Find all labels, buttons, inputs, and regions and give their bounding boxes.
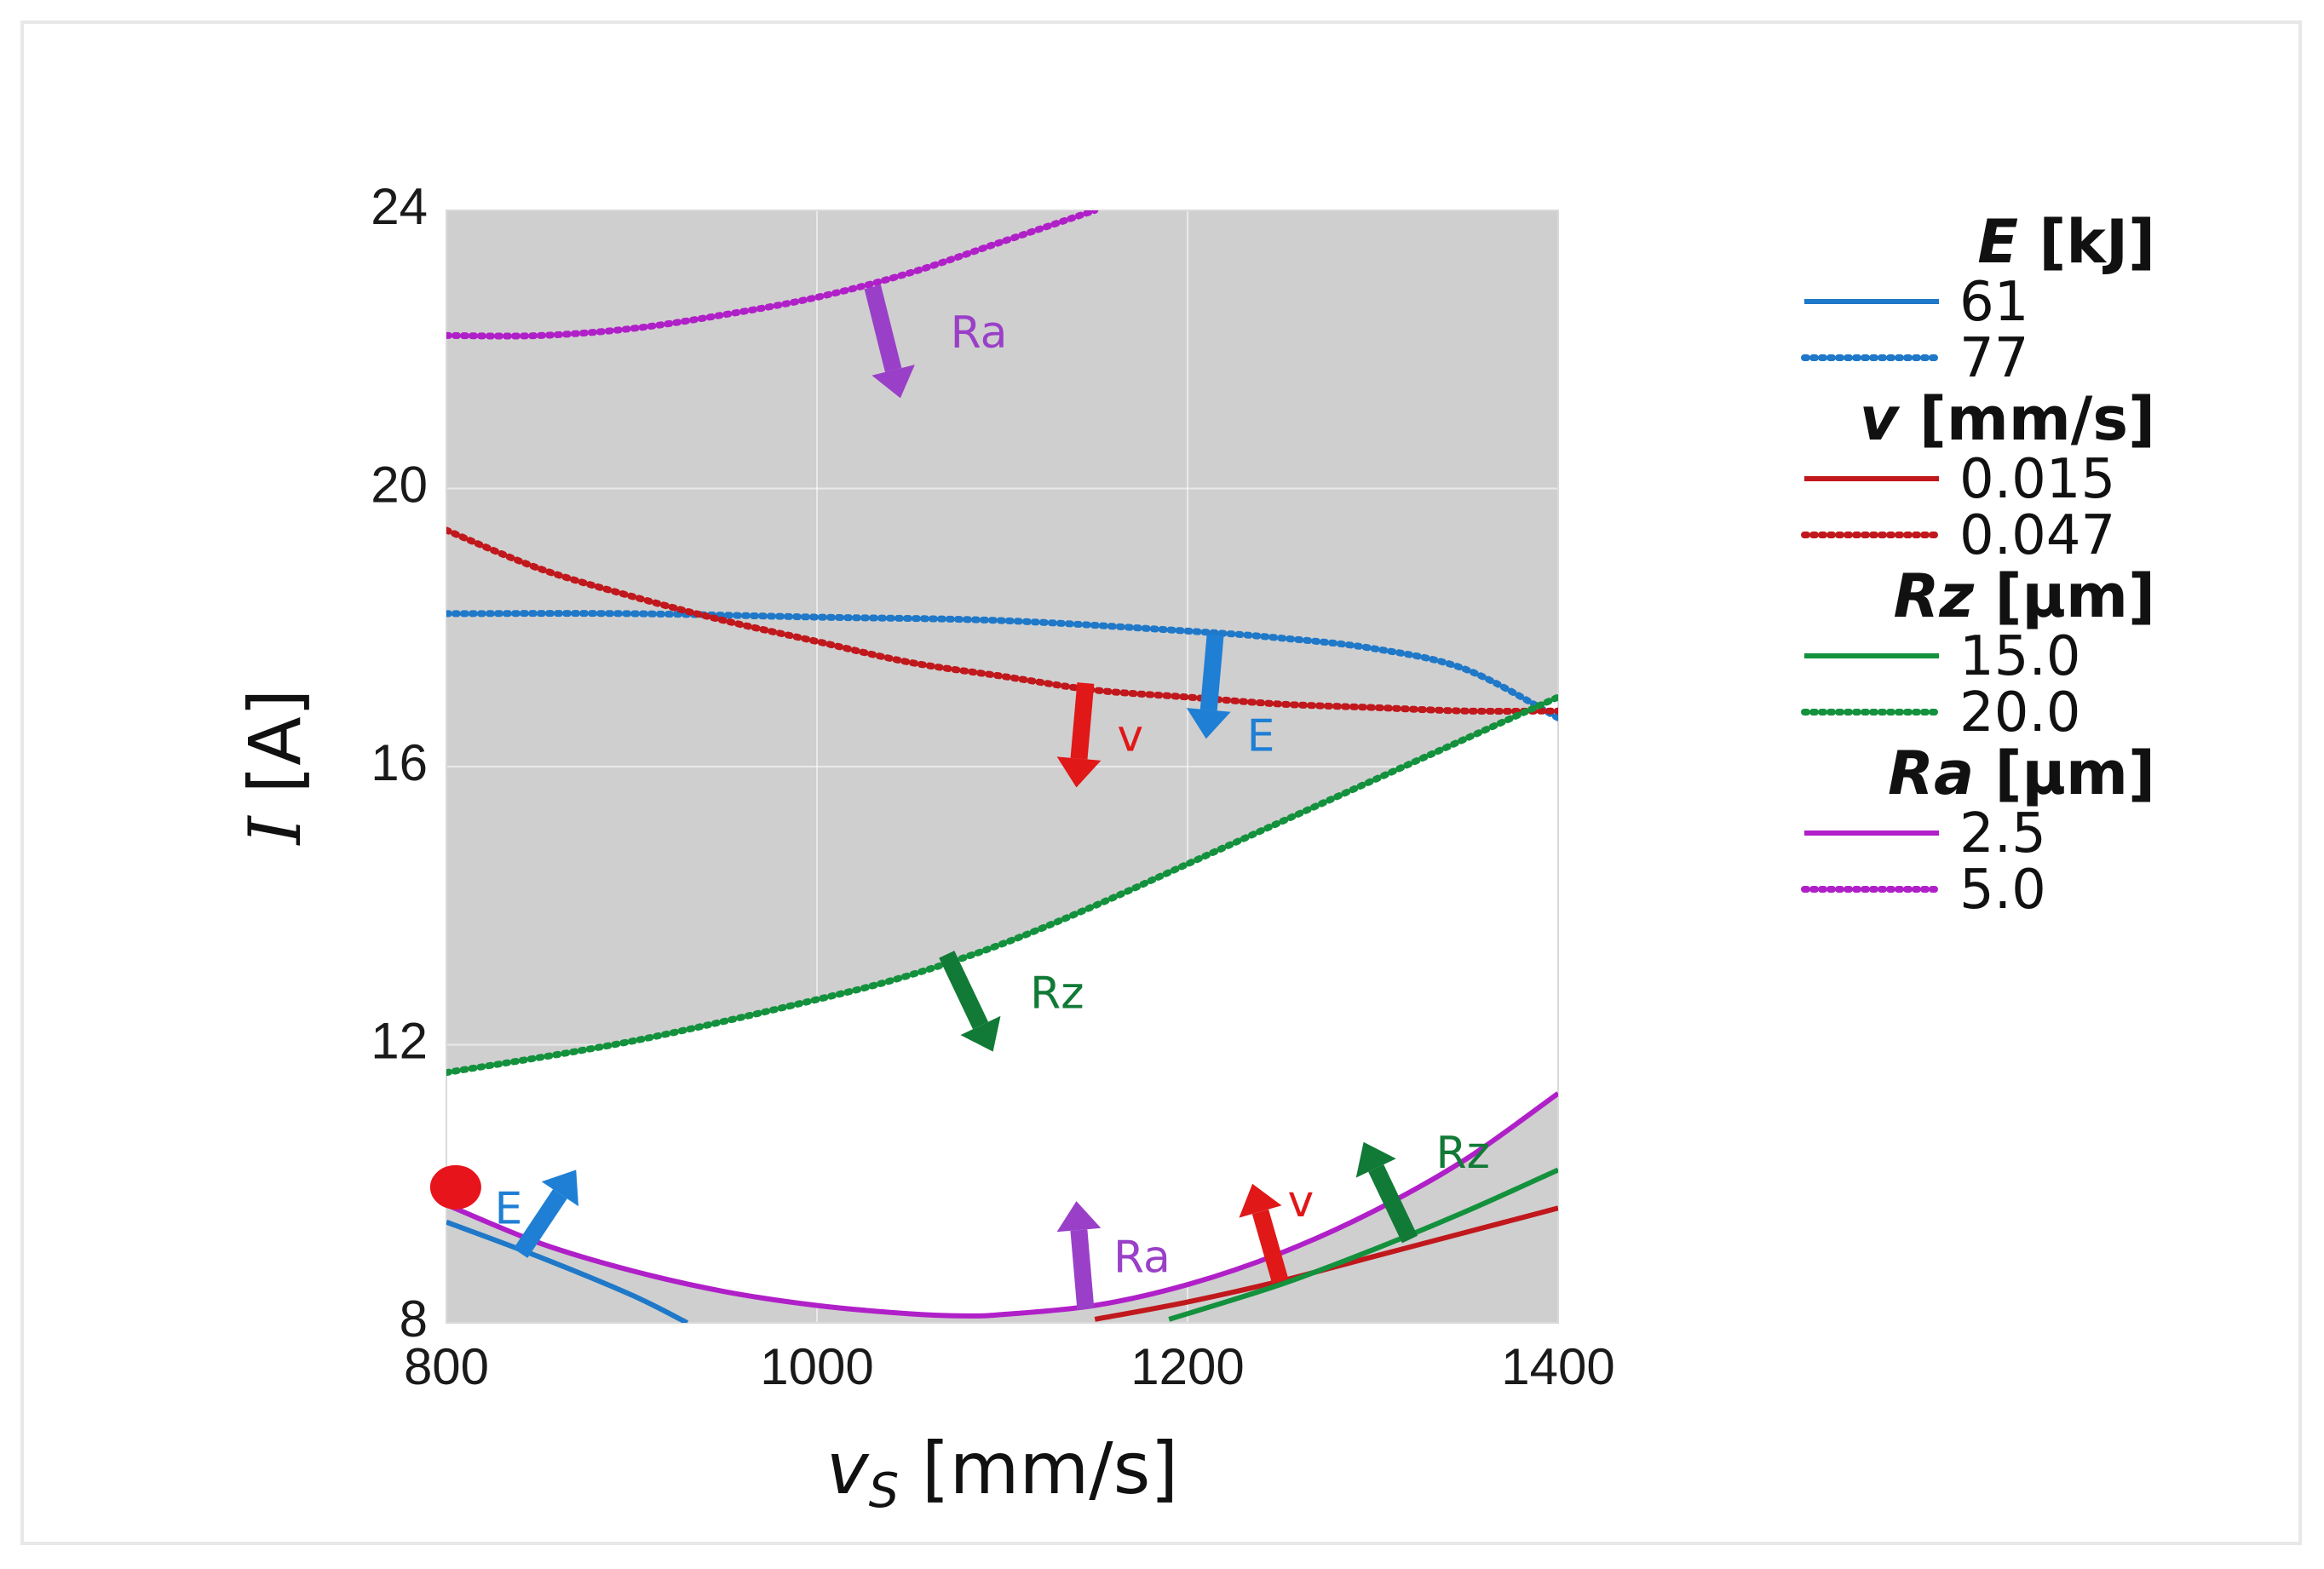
legend-header-ra: Ra [µm] (1888, 739, 2155, 808)
y-axis-symbol: I (233, 814, 317, 846)
figure-frame (20, 20, 2302, 1545)
y-tick-label: 12 (371, 1012, 428, 1069)
arrow-v-7 (1239, 1183, 1289, 1284)
arrow-shaft (1199, 634, 1224, 711)
x-axis-unit: [mm/s] (899, 1427, 1178, 1510)
legend-header-symbol: E (1977, 207, 2018, 277)
x-tick-label: 800 (404, 1338, 489, 1395)
arrow-shaft (864, 284, 902, 372)
legend-header-unit: [kJ] (2018, 207, 2155, 277)
annotation-label-v: v (1287, 1176, 1314, 1227)
arrow-v-2 (1056, 682, 1102, 788)
x-axis-subscript: S (869, 1463, 900, 1519)
x-tick-label: 1400 (1501, 1338, 1614, 1395)
arrow-shaft (1070, 1229, 1095, 1310)
annotation-label-rz: Rz (1435, 1128, 1489, 1179)
y-tick-label: 20 (371, 456, 428, 513)
series-e-solid (446, 1219, 689, 1323)
arrow-shaft (1251, 1209, 1289, 1284)
arrow-head (1239, 1183, 1282, 1218)
legend-item-label: 2.5 (1959, 802, 2046, 865)
legend-header-unit: [µm] (1974, 739, 2155, 808)
y-axis-unit: [A] (233, 689, 317, 817)
arrow-head (541, 1170, 579, 1207)
arrow-e-5 (513, 1170, 579, 1258)
series-ra-solid (446, 1091, 1558, 1319)
y-tick-label: 24 (371, 178, 428, 235)
arrow-head (1056, 1201, 1102, 1233)
arrow-rz-8 (1355, 1141, 1418, 1244)
legend-header-rz: Rz [µm] (1894, 561, 2155, 631)
arrow-shaft (1368, 1164, 1418, 1244)
marker-point-1 (429, 1164, 481, 1210)
y-tick-label: 8 (400, 1290, 428, 1348)
annotation-label-e: E (1247, 710, 1275, 762)
annotation-label-ra: Ra (951, 307, 1008, 359)
legend-item-label: 77 (1959, 327, 2028, 390)
legend-header-unit: [µm] (1974, 561, 2155, 631)
arrow-head (1056, 756, 1102, 788)
grid (446, 210, 1559, 1324)
legend-header-e: E [kJ] (1977, 207, 2155, 277)
annotation-label-v: v (1117, 710, 1143, 762)
legend-header-v: v [mm/s] (1860, 384, 2155, 454)
legend-header-unit: [mm/s] (1899, 384, 2155, 454)
arrow-ra-6 (1056, 1201, 1102, 1310)
shaded-region-1 (446, 210, 1558, 1073)
arrow-head (872, 365, 915, 399)
y-tick-label: 16 (371, 734, 428, 791)
legend-header-symbol: v (1860, 384, 1901, 454)
plot-border (446, 210, 1559, 1324)
legend-item-label: 15.0 (1959, 625, 2081, 688)
series-v-dotted (446, 526, 1558, 716)
series-ra-dotted (446, 210, 1099, 340)
x-axis-title: vS [mm/s] (826, 1427, 1178, 1519)
annotation-label-e: E (495, 1183, 523, 1234)
x-axis-symbol: v (826, 1427, 870, 1510)
legend-item-label: 5.0 (1959, 859, 2046, 922)
series-rz-dotted (446, 693, 1558, 1077)
arrow-shaft (513, 1189, 567, 1258)
legend-item-label: 0.047 (1959, 504, 2115, 567)
legend-item-label: 20.0 (1959, 681, 2081, 744)
y-axis-title: I [A] (233, 689, 317, 847)
legend-header-symbol: Rz (1894, 561, 1976, 631)
annotation-label-ra: Ra (1113, 1233, 1171, 1284)
legend-header-symbol: Ra (1888, 739, 1974, 808)
markers (429, 1164, 481, 1210)
x-tick-label: 1200 (1130, 1338, 1244, 1395)
arrow-head (960, 1015, 1001, 1052)
legend-item-label: 0.015 (1959, 448, 2115, 511)
series-lines (446, 210, 1558, 1323)
arrow-shaft (939, 951, 989, 1030)
x-tick-label: 1000 (760, 1338, 873, 1395)
annotation-label-rz: Rz (1030, 968, 1084, 1019)
arrow-e-3 (1186, 634, 1231, 739)
arrow-head (1355, 1141, 1396, 1178)
arrow-shaft (1070, 682, 1095, 760)
arrow-head (1186, 708, 1231, 739)
arrow-ra-1 (864, 284, 915, 399)
series-e-dotted (446, 610, 1558, 721)
series-rz-solid (1168, 1167, 1558, 1322)
arrow-rz-4 (939, 951, 1001, 1052)
annotations: Ra v E Rz E Ra v Rz (495, 284, 1490, 1310)
legend-item-label: 61 (1959, 271, 2028, 334)
